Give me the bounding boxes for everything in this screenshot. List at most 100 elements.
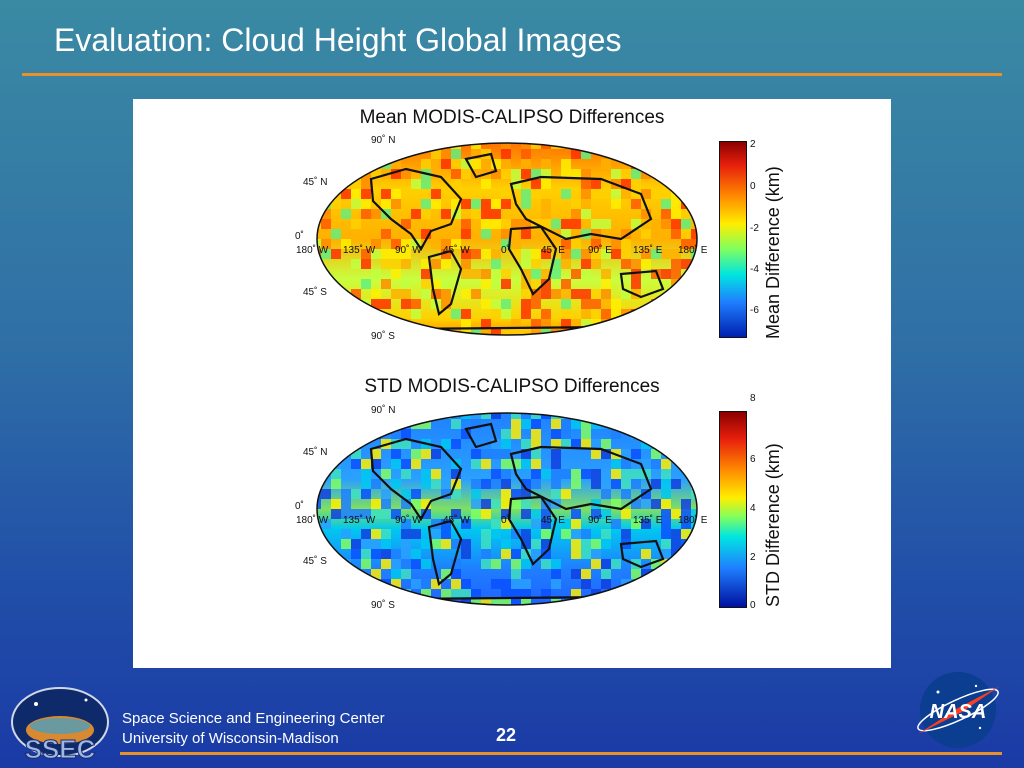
map-cell — [591, 469, 601, 479]
map-cell — [581, 189, 591, 199]
map-cell — [481, 329, 491, 335]
map-cell — [371, 459, 381, 469]
map-cell — [571, 509, 581, 519]
map-cell — [411, 309, 421, 319]
map-cell — [421, 329, 431, 335]
map-cell — [581, 319, 591, 329]
map-cell — [491, 599, 501, 605]
map-cell — [571, 479, 581, 489]
map-cell — [571, 149, 581, 159]
map-cell — [671, 439, 681, 449]
map-cell — [501, 429, 511, 439]
map-cell — [541, 519, 551, 529]
map-cell — [351, 159, 361, 169]
map-cell — [441, 149, 451, 159]
map-cell — [601, 479, 611, 489]
map-cell — [501, 169, 511, 179]
map-cell — [361, 549, 371, 559]
map-cell — [391, 169, 401, 179]
map-cell — [371, 569, 381, 579]
map-cell — [611, 309, 621, 319]
map-cell — [351, 549, 361, 559]
map-cell — [391, 569, 401, 579]
map-cell — [531, 279, 541, 289]
map-cell — [481, 459, 491, 469]
map-cell — [571, 469, 581, 479]
map-cell — [511, 219, 521, 229]
map-cell — [531, 269, 541, 279]
map-cell — [681, 259, 691, 269]
map-cell — [661, 479, 671, 489]
map-cell — [431, 413, 441, 419]
map-cell — [541, 209, 551, 219]
map-cell — [691, 159, 697, 169]
map-cell — [651, 499, 661, 509]
map-cell — [501, 149, 511, 159]
map-cell — [571, 539, 581, 549]
map-cell — [331, 429, 341, 439]
map-cell — [671, 259, 681, 269]
map-cell — [421, 509, 431, 519]
map-cell — [491, 309, 501, 319]
map-cell — [431, 189, 441, 199]
map-cell — [471, 489, 481, 499]
mean-lon-180e: 180˚ E — [678, 245, 708, 256]
map-cell — [561, 249, 571, 259]
map-cell — [361, 509, 371, 519]
map-cell — [551, 329, 561, 335]
map-cell — [317, 413, 321, 419]
map-cell — [521, 529, 531, 539]
map-cell — [651, 189, 661, 199]
map-cell — [401, 169, 411, 179]
map-cell — [631, 589, 641, 599]
map-cell — [641, 599, 651, 605]
mean-lat-45n: 45˚ N — [303, 177, 328, 188]
map-cell — [491, 159, 501, 169]
map-cell — [681, 509, 691, 519]
map-cell — [501, 449, 511, 459]
map-cell — [581, 549, 591, 559]
map-cell — [321, 519, 331, 529]
map-cell — [581, 439, 591, 449]
map-cell — [691, 329, 697, 335]
map-cell — [621, 459, 631, 469]
map-cell — [571, 519, 581, 529]
map-cell — [461, 289, 471, 299]
map-cell — [391, 249, 401, 259]
map-cell — [581, 539, 591, 549]
map-cell — [691, 429, 697, 439]
map-cell — [611, 469, 621, 479]
map-cell — [631, 329, 641, 335]
map-cell — [491, 559, 501, 569]
map-cell — [341, 509, 351, 519]
map-cell — [691, 299, 697, 309]
map-cell — [431, 599, 441, 605]
map-cell — [511, 249, 521, 259]
map-cell — [501, 439, 511, 449]
map-cell — [461, 199, 471, 209]
map-cell — [491, 169, 501, 179]
map-cell — [451, 559, 461, 569]
map-cell — [501, 549, 511, 559]
map-cell — [351, 329, 361, 335]
map-cell — [361, 559, 371, 569]
map-cell — [641, 499, 651, 509]
map-cell — [681, 529, 691, 539]
map-cell — [671, 539, 681, 549]
map-cell — [317, 599, 321, 605]
map-cell — [317, 159, 321, 169]
map-cell — [381, 539, 391, 549]
map-cell — [521, 589, 531, 599]
map-cell — [421, 449, 431, 459]
map-cell — [541, 143, 551, 149]
map-cell — [351, 589, 361, 599]
map-cell — [341, 209, 351, 219]
map-cell — [571, 419, 581, 429]
map-cell — [691, 143, 697, 149]
map-cell — [391, 419, 401, 429]
map-cell — [661, 299, 671, 309]
map-cell — [631, 499, 641, 509]
map-cell — [691, 549, 697, 559]
map-cell — [581, 149, 591, 159]
map-cell — [611, 479, 621, 489]
